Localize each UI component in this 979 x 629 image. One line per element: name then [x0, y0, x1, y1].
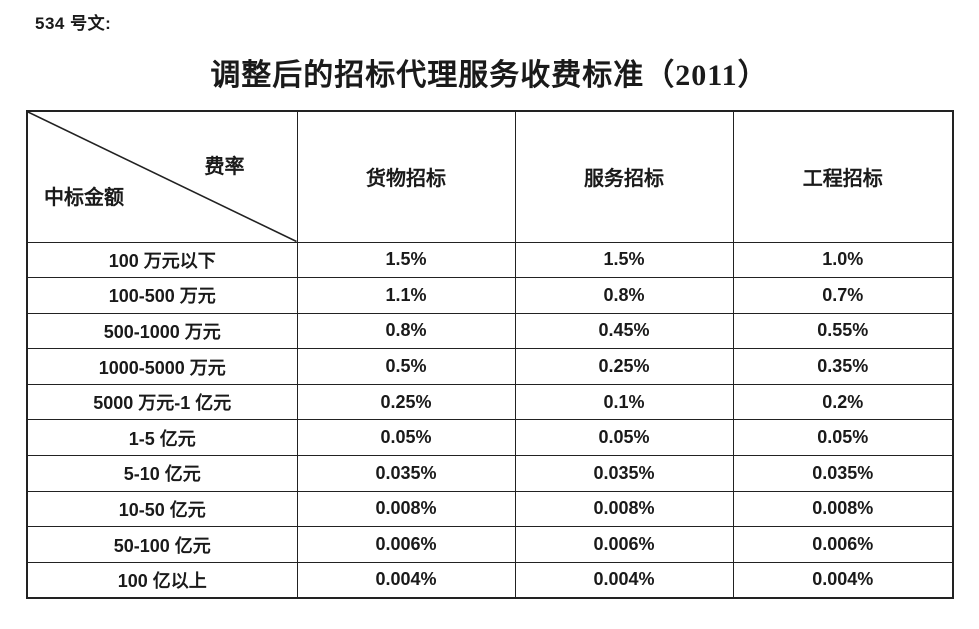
- amount-cell: 1000-5000 万元: [26, 348, 298, 385]
- rate-cell: 0.05%: [514, 419, 734, 457]
- rate-cell: 0.7%: [732, 277, 954, 314]
- rate-cell: 1.1%: [296, 277, 516, 314]
- rate-cell: 0.35%: [732, 348, 954, 385]
- rate-cell: 0.05%: [296, 419, 516, 457]
- table-row: 50-100 亿元 0.006% 0.006% 0.006%: [26, 526, 954, 563]
- amount-cell: 5-10 亿元: [26, 455, 298, 492]
- rate-cell: 0.55%: [732, 312, 954, 350]
- rate-cell: 0.006%: [296, 526, 516, 563]
- rate-cell: 1.0%: [732, 241, 954, 279]
- amount-cell: 5000 万元-1 亿元: [26, 383, 298, 421]
- rate-cell: 1.5%: [296, 241, 516, 279]
- rate-cell: 0.035%: [296, 455, 516, 492]
- rate-cell: 0.008%: [296, 490, 516, 528]
- rate-cell: 0.035%: [514, 455, 734, 492]
- amount-cell: 50-100 亿元: [26, 526, 298, 563]
- table-body: 100 万元以下 1.5% 1.5% 1.0% 100-500 万元 1.1% 0.8% 0.…: [26, 241, 954, 599]
- table-row: 5-10 亿元 0.035% 0.035% 0.035%: [26, 455, 954, 492]
- rate-cell: 0.1%: [514, 383, 734, 421]
- table-row: 100 亿以上 0.004% 0.004% 0.004%: [26, 561, 954, 599]
- table-row: 10-50 亿元 0.008% 0.008% 0.008%: [26, 490, 954, 528]
- corner-header-cell: 费率 中标金额: [26, 110, 298, 243]
- table-row: 100 万元以下 1.5% 1.5% 1.0%: [26, 241, 954, 279]
- column-header-goods: 货物招标: [296, 110, 516, 243]
- rate-cell: 0.25%: [296, 383, 516, 421]
- rate-cell: 0.45%: [514, 312, 734, 350]
- rate-cell: 0.004%: [296, 561, 516, 599]
- rate-cell: 0.8%: [514, 277, 734, 314]
- rate-cell: 0.8%: [296, 312, 516, 350]
- rate-cell: 0.2%: [732, 383, 954, 421]
- rate-cell: 0.5%: [296, 348, 516, 385]
- doc-number-label: 534 号文:: [35, 14, 112, 33]
- page-title: 调整后的招标代理服务收费标准（2011）: [210, 59, 769, 92]
- rate-cell: 0.004%: [732, 561, 954, 599]
- table-row: 1-5 亿元 0.05% 0.05% 0.05%: [26, 419, 954, 457]
- rate-cell: 1.5%: [514, 241, 734, 279]
- rate-cell: 0.006%: [514, 526, 734, 563]
- diagonal-divider-line: [28, 112, 297, 242]
- rate-cell: 0.25%: [514, 348, 734, 385]
- amount-cell: 500-1000 万元: [26, 312, 298, 350]
- corner-label-amount: 中标金额: [44, 186, 124, 209]
- rate-cell: 0.006%: [732, 526, 954, 563]
- table-header-row: 费率 中标金额 货物招标 服务招标 工程招标: [26, 110, 954, 243]
- table-row: 500-1000 万元 0.8% 0.45% 0.55%: [26, 312, 954, 350]
- fee-rate-table: 费率 中标金额 货物招标 服务招标 工程招标 100 万元以下 1.5% 1.5% 1…: [26, 110, 954, 599]
- amount-cell: 100 万元以下: [26, 241, 298, 279]
- rate-cell: 0.008%: [514, 490, 734, 528]
- column-header-services: 服务招标: [514, 110, 734, 243]
- rate-cell: 0.004%: [514, 561, 734, 599]
- table-row: 1000-5000 万元 0.5% 0.25% 0.35%: [26, 348, 954, 385]
- table-row: 5000 万元-1 亿元 0.25% 0.1% 0.2%: [26, 383, 954, 421]
- corner-label-rate: 费率: [204, 156, 245, 178]
- amount-cell: 100-500 万元: [26, 277, 298, 314]
- rate-cell: 0.05%: [732, 419, 954, 457]
- amount-cell: 10-50 亿元: [26, 490, 298, 528]
- rate-cell: 0.035%: [732, 455, 954, 492]
- amount-cell: 100 亿以上: [26, 561, 298, 599]
- column-header-engineering: 工程招标: [732, 110, 954, 243]
- rate-cell: 0.008%: [732, 490, 954, 528]
- table-row: 100-500 万元 1.1% 0.8% 0.7%: [26, 277, 954, 314]
- amount-cell: 1-5 亿元: [26, 419, 298, 457]
